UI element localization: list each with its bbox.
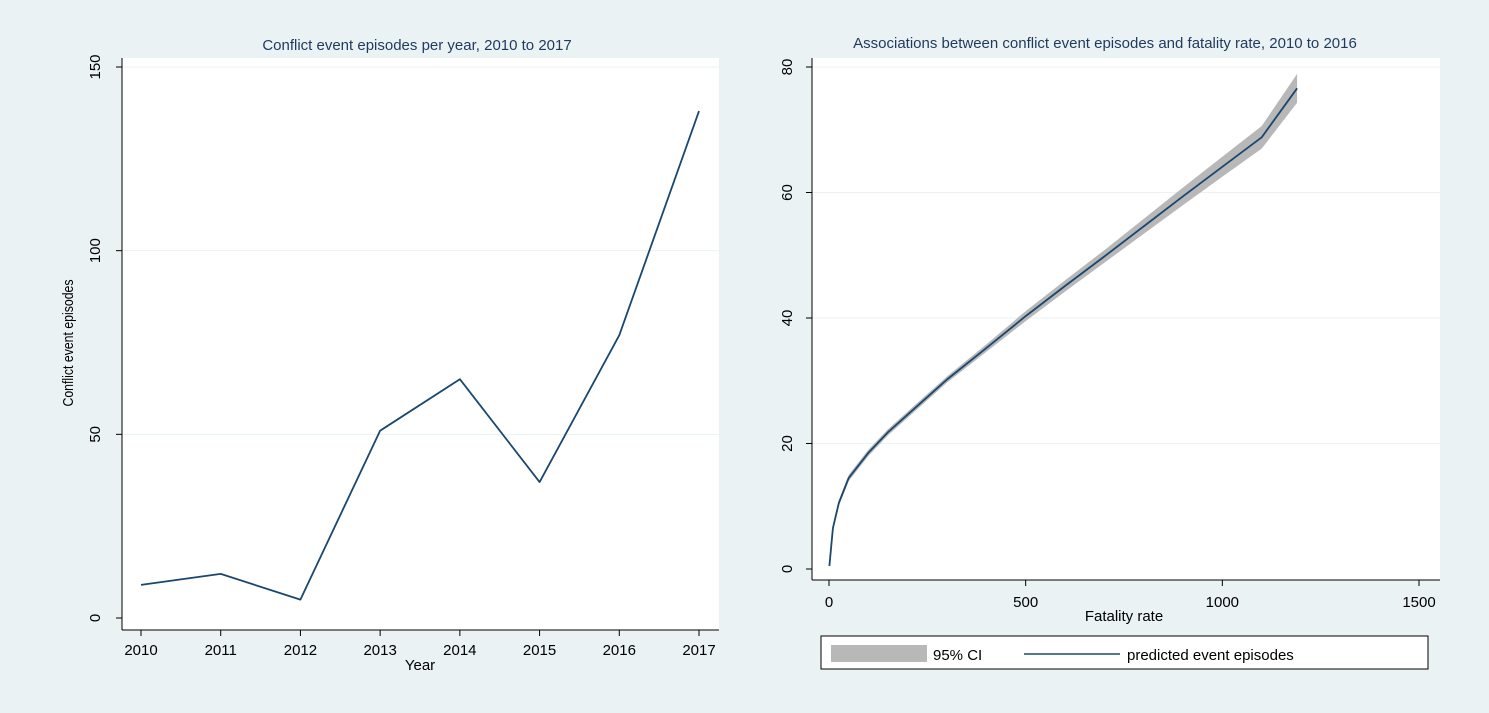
left-y-axis-label: Conflict event episodes — [60, 279, 76, 406]
right-plot-area — [812, 58, 1440, 580]
chart-left: 0 50 100 150 2010 2011 2012 2013 2014 2015 2016 201… — [60, 37, 719, 674]
left-y-tick-label: 150 — [87, 54, 104, 79]
left-x-tick-label: 2016 — [603, 642, 636, 659]
left-x-tick-label: 2011 — [205, 642, 237, 659]
left-y-tick-label: 50 — [87, 426, 104, 443]
left-x-tick-label: 2012 — [284, 642, 317, 659]
left-x-axis-label: Year — [405, 657, 435, 674]
left-series-line — [140, 110, 700, 601]
right-gridlines — [812, 66, 1440, 444]
left-y-tick-label: 0 — [87, 614, 104, 622]
left-gridlines — [122, 66, 719, 435]
left-chart-title: Conflict event episodes per year, 2010 t… — [262, 37, 571, 54]
right-y-tick-label: 20 — [779, 435, 796, 452]
predicted-line — [828, 87, 1298, 566]
right-x-axis-label: Fatality rate — [1085, 608, 1163, 625]
left-plot-area — [122, 58, 719, 630]
legend-ci-label: 95% CI — [933, 647, 982, 664]
right-x-tick-label: 0 — [825, 594, 833, 611]
chart-right: 0 20 40 60 80 0 500 1000 1500 Associations betwe… — [779, 35, 1440, 670]
left-x-tick-label: 2014 — [443, 642, 476, 659]
left-x-tick-label: 2015 — [523, 642, 556, 659]
legend: 95% CI predicted event episodes — [820, 635, 1429, 670]
legend-line-label: predicted event episodes — [1127, 647, 1294, 664]
right-y-tick-label: 0 — [779, 565, 796, 573]
right-x-tick-label: 1500 — [1402, 594, 1435, 611]
right-y-tick-label: 40 — [779, 310, 796, 327]
left-y-tick-label: 100 — [87, 238, 104, 263]
left-series — [140, 110, 700, 601]
right-x-tick-label: 500 — [1013, 594, 1038, 611]
left-x-tick-label: 2010 — [124, 642, 157, 659]
right-axis-ticks: 0 20 40 60 80 0 500 1000 1500 — [779, 59, 1436, 611]
right-chart-title: Associations between conflict event epis… — [853, 35, 1357, 52]
left-x-tick-label: 2017 — [682, 642, 715, 659]
right-series — [828, 87, 1298, 566]
left-x-tick-label: 2013 — [363, 642, 396, 659]
right-y-tick-label: 80 — [779, 59, 796, 76]
right-x-tick-label: 1000 — [1206, 594, 1239, 611]
legend-ci-swatch — [831, 645, 927, 662]
right-y-tick-label: 60 — [779, 184, 796, 201]
left-axis-ticks: 0 50 100 150 2010 2011 2012 2013 2014 2015 2016 201… — [87, 54, 716, 659]
